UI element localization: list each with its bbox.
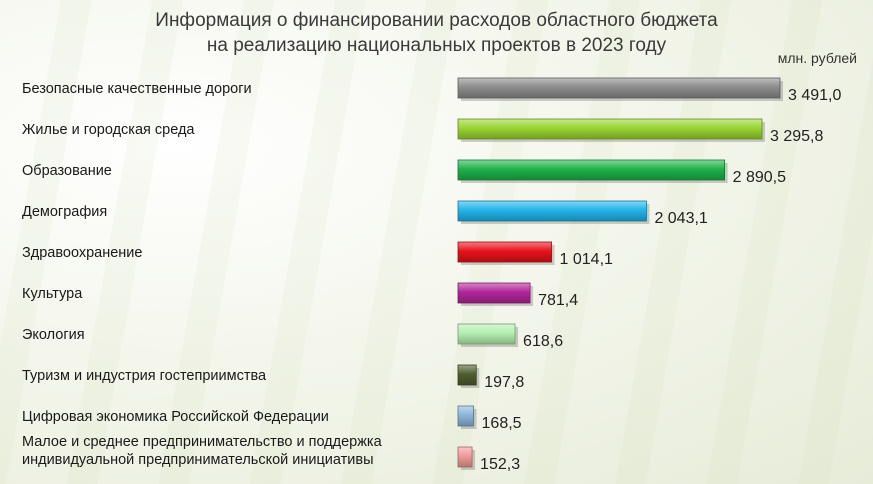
bar-row: Экология 618,6 bbox=[22, 323, 563, 350]
value-label: 168,5 bbox=[482, 415, 522, 432]
bar bbox=[457, 446, 473, 468]
bar bbox=[457, 77, 781, 99]
bar bbox=[457, 241, 552, 263]
value-label: 152,3 bbox=[480, 456, 520, 473]
category-label: Культура bbox=[22, 286, 83, 302]
category-label: Здравоохранение bbox=[22, 245, 142, 261]
category-label: Туризм и индустрия гостеприимства bbox=[22, 368, 267, 384]
bar-row: Демография 2 043,1 bbox=[22, 200, 708, 227]
value-label: 781,4 bbox=[538, 292, 578, 309]
category-label: Демография bbox=[22, 204, 107, 220]
bar-row: Туризм и индустрия гостеприимства 197,8 bbox=[22, 364, 524, 391]
value-label: 3 491,0 bbox=[788, 87, 841, 104]
bar bbox=[457, 282, 531, 304]
bar bbox=[457, 364, 477, 386]
bar-row: Цифровая экономика Российской Федерации 1… bbox=[22, 405, 522, 432]
category-label: Безопасные качественные дороги bbox=[22, 81, 252, 97]
chart-title-line-1: Информация о финансировании расходов обл… bbox=[155, 10, 718, 31]
category-label: Цифровая экономика Российской Федерации bbox=[22, 409, 329, 425]
category-label: Малое и среднее предпринимательство и по… bbox=[22, 434, 383, 468]
category-label: Жилье и городская среда bbox=[22, 122, 195, 138]
bar-row: Культура 781,4 bbox=[22, 282, 578, 309]
bar-row: Безопасные качественные дороги 3 491,0 bbox=[22, 77, 841, 104]
bar bbox=[457, 159, 726, 181]
bar bbox=[457, 405, 474, 427]
value-label: 618,6 bbox=[523, 333, 563, 350]
bar-row: Малое и среднее предпринимательство и по… bbox=[22, 434, 520, 473]
category-label: Экология bbox=[22, 327, 85, 343]
unit-label: млн. рублей bbox=[777, 50, 857, 66]
bar-row: Образование 2 890,5 bbox=[22, 159, 786, 186]
value-label: 2 890,5 bbox=[733, 169, 786, 186]
chart-title-line-2: на реализацию национальных проектов в 20… bbox=[206, 35, 667, 56]
value-label: 3 295,8 bbox=[770, 128, 823, 145]
chart-title: Информация о финансировании расходов обл… bbox=[0, 8, 873, 58]
bar bbox=[457, 200, 647, 222]
category-label: Образование bbox=[22, 163, 112, 179]
bar-row: Жилье и городская среда 3 295,8 bbox=[22, 118, 823, 145]
value-label: 2 043,1 bbox=[654, 210, 707, 227]
bar bbox=[457, 323, 516, 345]
value-label: 1 014,1 bbox=[560, 251, 613, 268]
value-label: 197,8 bbox=[484, 374, 524, 391]
bar-row: Здравоохранение 1 014,1 bbox=[22, 241, 613, 268]
bar bbox=[457, 118, 763, 140]
